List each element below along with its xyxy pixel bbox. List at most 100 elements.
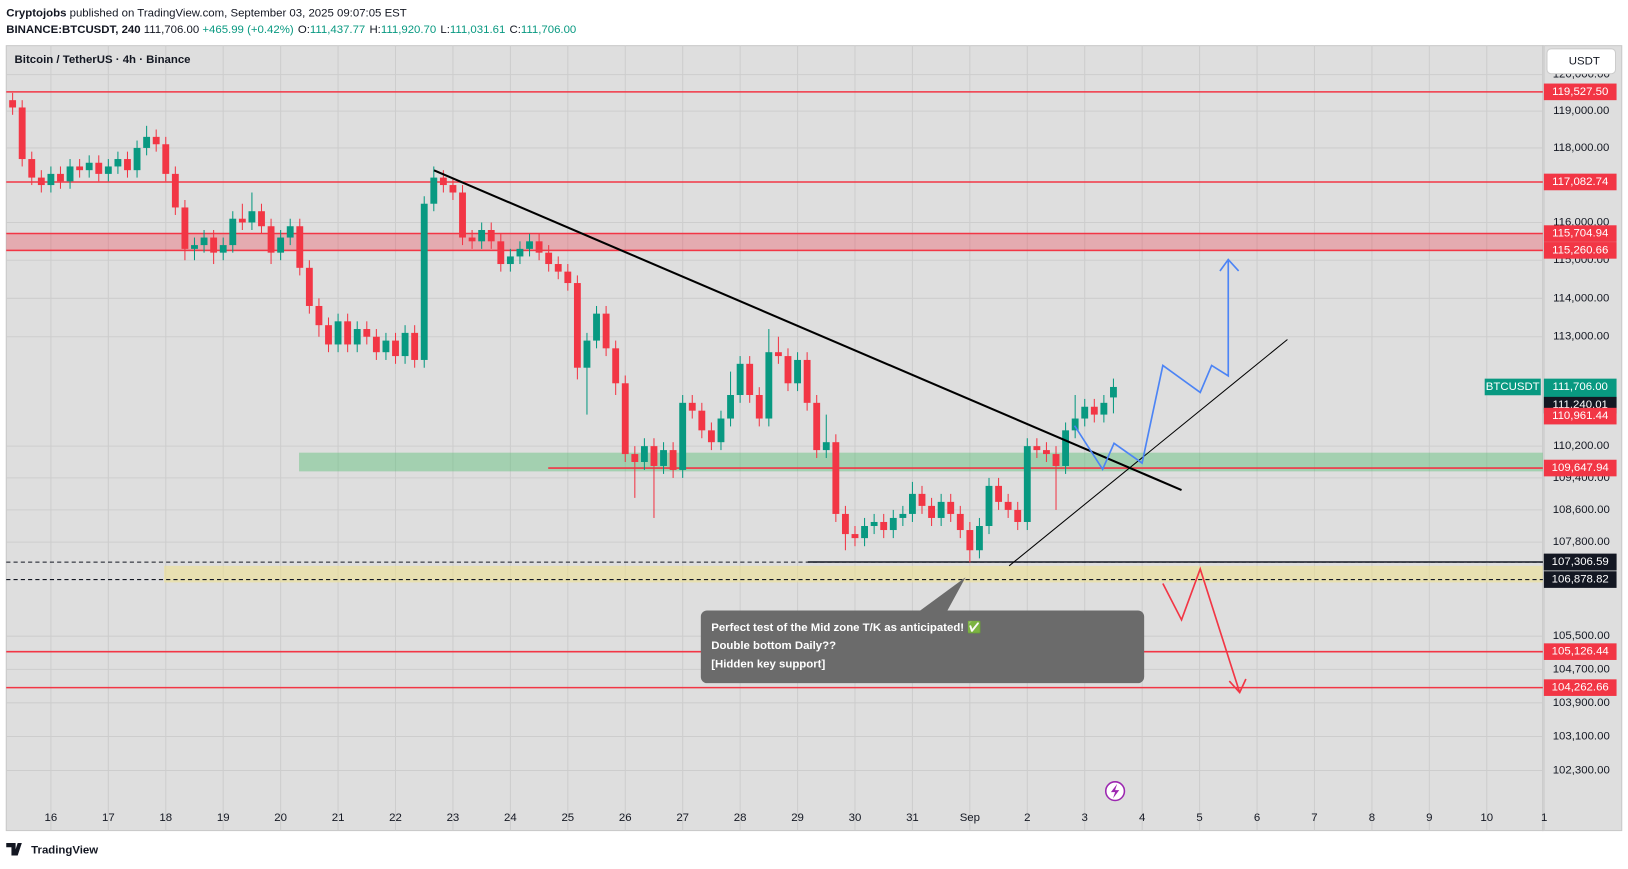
level-label-box xyxy=(1543,173,1617,191)
x-tick-label: 19 xyxy=(217,812,230,824)
ohlc: O:111,437.77 H:111,920.70 L:111,031.61 C:11… xyxy=(298,24,576,36)
level-label: 104,262.66 xyxy=(1552,682,1609,694)
x-tick-label: 29 xyxy=(791,812,804,824)
y-tick-label: 114,000.00 xyxy=(1553,292,1609,304)
candle-body xyxy=(392,340,399,357)
bull-path xyxy=(1073,259,1230,472)
candle-body xyxy=(506,256,514,265)
plot-area xyxy=(5,45,1544,832)
x-tick-label: 10 xyxy=(1480,812,1493,824)
level-label-box xyxy=(1543,459,1617,477)
candle-body xyxy=(162,144,170,174)
level-label-box xyxy=(1543,553,1617,571)
trendline xyxy=(433,169,1182,491)
candle-body xyxy=(899,513,907,518)
candle-body xyxy=(803,359,811,403)
candle-body xyxy=(296,226,304,268)
candle-body xyxy=(736,363,744,396)
currency-button[interactable] xyxy=(1546,48,1617,75)
resistance-zone xyxy=(6,234,1543,252)
ohlc-key: H: xyxy=(369,24,380,36)
symbol-tag-text: BTCUSDT xyxy=(1486,381,1540,393)
callout-text: Double bottom Daily?? xyxy=(711,640,836,652)
candle-body xyxy=(143,136,151,148)
candle-body xyxy=(248,211,256,223)
level-label: 119,527.50 xyxy=(1552,86,1608,98)
candle-body xyxy=(449,185,457,193)
x-tick-label: 28 xyxy=(734,812,747,824)
candle-body xyxy=(315,305,323,326)
x-tick-label: 9 xyxy=(1426,812,1432,824)
level-label: 115,260.66 xyxy=(1552,244,1608,256)
candle-body xyxy=(9,100,17,108)
candle-body xyxy=(114,159,122,167)
x-tick-label: Sep xyxy=(960,812,980,824)
candle-body xyxy=(219,245,227,253)
published: published on TradingView.com, September … xyxy=(70,8,407,20)
candle-body xyxy=(688,402,696,411)
candle-body xyxy=(57,173,64,182)
candle-body xyxy=(401,332,409,357)
candle-body xyxy=(1043,450,1050,455)
x-tick-label: 27 xyxy=(676,812,689,824)
candle-body xyxy=(1023,446,1031,522)
candle-body xyxy=(832,442,840,514)
candle-body xyxy=(430,177,438,204)
candle-body xyxy=(37,177,45,186)
callout xyxy=(700,610,1145,684)
candle-body xyxy=(238,218,246,223)
x-tick-label: 3 xyxy=(1082,812,1088,824)
candle-body xyxy=(439,177,447,186)
symbol: BINANCE:BTCUSDT, 240 xyxy=(6,24,140,36)
candle-body xyxy=(171,173,179,208)
candle-body xyxy=(200,237,208,246)
x-tick-label: 5 xyxy=(1196,812,1202,824)
candle-body xyxy=(937,501,945,518)
candle-body xyxy=(487,230,495,242)
ohlc-value: 111,437.77 xyxy=(310,24,365,36)
candle-body xyxy=(1071,418,1079,431)
symbol-tag xyxy=(1484,378,1541,396)
candle-body xyxy=(277,237,285,253)
price-label: 110,961.44 xyxy=(1552,410,1609,422)
y-tick-label: 104,700.00 xyxy=(1553,663,1610,675)
candle-body xyxy=(526,241,533,249)
candle-body xyxy=(602,313,610,349)
support-zone xyxy=(164,565,1543,583)
candle-body xyxy=(478,230,486,242)
candle-body xyxy=(516,248,524,257)
candle-body xyxy=(746,363,754,396)
candle-body xyxy=(286,226,294,238)
x-tick-label: 22 xyxy=(389,812,402,824)
candle-body xyxy=(707,430,715,443)
candle-body xyxy=(411,332,419,360)
candle-body xyxy=(344,321,352,345)
ohlc-value: 111,706.00 xyxy=(521,24,576,36)
x-tick-label: 25 xyxy=(561,812,574,824)
candle-body xyxy=(928,505,935,518)
price-axis xyxy=(1542,45,1623,832)
ohlc-key: C: xyxy=(509,24,520,36)
candle-body xyxy=(851,534,859,539)
header-line-1: Cryptojobs published on TradingView.com,… xyxy=(6,8,407,20)
x-tick-label: 2 xyxy=(1024,812,1030,824)
y-tick-label: 102,300.00 xyxy=(1553,765,1610,777)
candle-body xyxy=(1004,501,1012,510)
price-label: 111,240.01 xyxy=(1553,399,1608,411)
candle-body xyxy=(870,521,878,527)
candle-body xyxy=(593,313,600,341)
y-tick-label: 110,200.00 xyxy=(1553,440,1609,452)
candle-body xyxy=(774,352,782,357)
x-tick-label: 30 xyxy=(849,812,862,824)
x-tick-label: 20 xyxy=(274,812,287,824)
change: +465.99 (+0.42%) xyxy=(202,24,294,36)
brand: TradingView xyxy=(31,844,98,856)
candle-body xyxy=(727,395,734,419)
y-tick-label: 118,000.00 xyxy=(1553,142,1609,154)
x-tick-label: 21 xyxy=(332,812,345,824)
arrow-head xyxy=(1228,678,1247,694)
candle-body xyxy=(717,418,725,443)
ohlc-key: L: xyxy=(440,24,450,36)
candle-body xyxy=(640,446,648,462)
candle-body xyxy=(325,325,332,345)
